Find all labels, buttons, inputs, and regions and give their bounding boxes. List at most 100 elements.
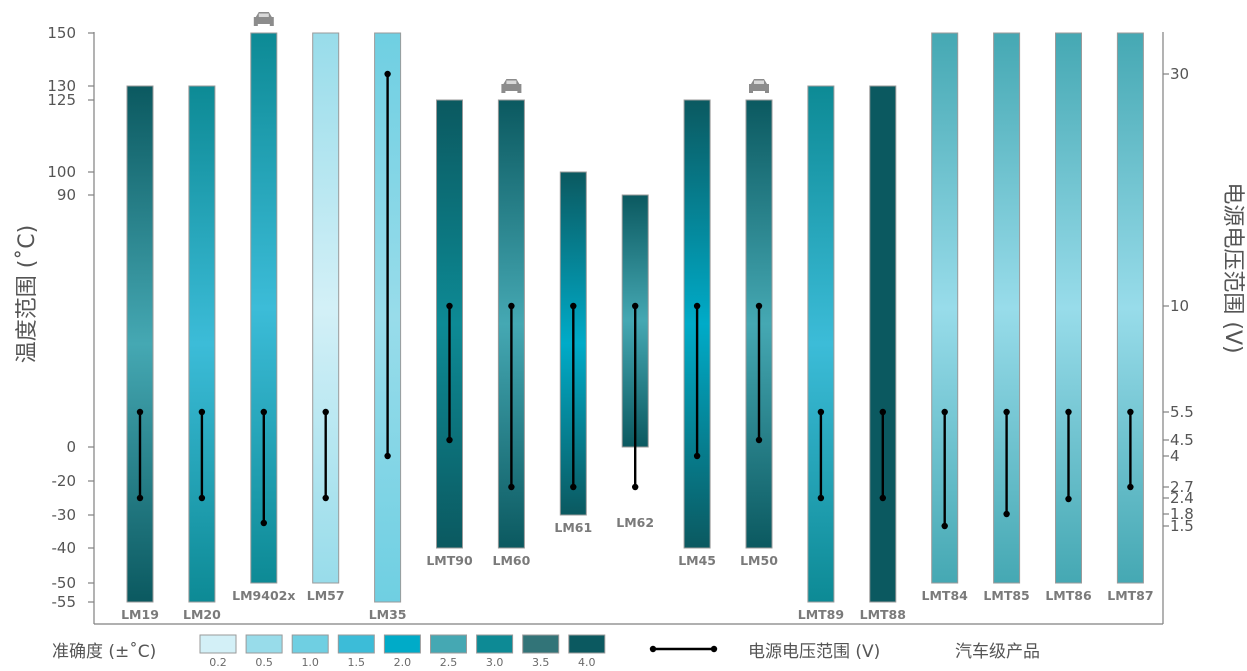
bar-label: LM35 xyxy=(369,607,407,622)
voltage-dot xyxy=(260,519,267,527)
legend-swatch xyxy=(337,634,375,654)
right-tick-label: 4.5 xyxy=(1170,431,1194,449)
voltage-dot xyxy=(136,494,144,502)
car-icon xyxy=(749,79,769,93)
voltage-dot xyxy=(260,408,267,416)
voltage-dot xyxy=(879,408,886,416)
bar-label: LM60 xyxy=(492,553,530,568)
car-wheel xyxy=(749,91,753,93)
legend-voltage-dot xyxy=(710,645,718,653)
bar-label: LM57 xyxy=(307,588,345,603)
bar-label: LMT89 xyxy=(798,607,844,622)
voltage-dot xyxy=(322,408,329,416)
voltage-dot xyxy=(817,494,825,502)
legend-swatch-label: 3.5 xyxy=(532,656,550,669)
left-tick-label: 150 xyxy=(47,24,76,42)
voltage-dot xyxy=(446,302,453,310)
legend-swatch xyxy=(199,634,237,654)
car-wheel xyxy=(269,24,274,26)
legend-swatch xyxy=(476,634,514,654)
legend: 准确度 (±˚C) 0.2 0.5 1.0 1.5 2.0 2.5 3.0 3.5 4.0 电源电压… xyxy=(52,634,1040,669)
voltage-dot xyxy=(198,408,206,416)
voltage-dot xyxy=(508,302,515,310)
legend-auto-label: 汽车级产品 xyxy=(955,642,1040,662)
voltage-dot xyxy=(322,494,329,502)
car-wheel xyxy=(765,91,769,93)
voltage-dot xyxy=(1003,408,1010,416)
bar-lmt87 xyxy=(1116,32,1144,584)
car-window xyxy=(258,13,269,17)
voltage-dot xyxy=(1065,408,1072,416)
voltage-dot xyxy=(1003,510,1010,518)
legend-swatch xyxy=(430,634,467,654)
bar-label: LM62 xyxy=(616,515,654,530)
right-tick-label: 5.5 xyxy=(1170,403,1194,421)
legend-voltage-label: 电源电压范围 (V) xyxy=(748,642,880,662)
voltage-dot xyxy=(136,408,144,416)
left-tick-label: 130 xyxy=(47,77,76,95)
left-axis-label: 温度范围 (˚C) xyxy=(15,225,40,364)
right-tick-label: 10 xyxy=(1170,297,1189,315)
voltage-dot xyxy=(693,452,701,460)
car-wheel xyxy=(501,91,506,93)
voltage-dot xyxy=(570,302,577,310)
bar-label: LMT88 xyxy=(860,607,906,622)
voltage-dot xyxy=(384,452,391,460)
voltage-dot xyxy=(632,302,639,310)
legend-swatch-label: 0.2 xyxy=(209,656,227,669)
voltage-dot xyxy=(879,494,886,502)
bar-label: LMT86 xyxy=(1045,588,1092,603)
left-tick-label: 100 xyxy=(47,163,76,181)
legend-swatch-label: 0.5 xyxy=(255,656,273,669)
bar-lm57 xyxy=(312,32,340,584)
car-icon xyxy=(253,12,274,26)
left-tick-label: -20 xyxy=(52,472,77,490)
bar-label: LMT85 xyxy=(983,588,1029,603)
legend-swatch xyxy=(245,634,283,654)
voltage-dot xyxy=(198,494,206,502)
voltage-dot xyxy=(941,408,948,416)
bar-label: LM20 xyxy=(183,607,221,622)
legend-swatch-label: 1.0 xyxy=(301,656,319,669)
bar-label: LMT87 xyxy=(1107,588,1153,603)
legend-swatch xyxy=(291,634,329,654)
right-tick-label: 2.4 xyxy=(1170,489,1194,507)
legend-swatch xyxy=(568,634,606,654)
left-tick-label: -30 xyxy=(52,506,77,524)
left-tick-label: -55 xyxy=(52,593,77,611)
left-tick-label: -50 xyxy=(52,574,77,592)
legend-swatch xyxy=(522,634,560,654)
bar-label: LMT84 xyxy=(922,588,969,603)
sensor-bars: LM19 LM20 LM9402x LM57 LM35 LMT90 LM60 LM61 LM62… xyxy=(121,12,1154,622)
voltage-dot xyxy=(570,483,577,491)
left-tick-label: -40 xyxy=(52,539,77,557)
left-tick-label: 90 xyxy=(57,186,76,204)
voltage-dot xyxy=(941,522,948,530)
legend-swatch xyxy=(383,634,421,654)
left-tick-label: 125 xyxy=(47,91,76,109)
voltage-dot xyxy=(1127,408,1134,416)
legend-swatch-label: 1.5 xyxy=(348,656,366,669)
right-tick-label: 1.5 xyxy=(1170,517,1194,535)
car-window xyxy=(506,80,517,84)
bar-lm20 xyxy=(188,85,216,603)
voltage-dot xyxy=(817,408,825,416)
legend-swatch-label: 3.0 xyxy=(486,656,504,669)
voltage-dot xyxy=(755,436,763,444)
voltage-dot xyxy=(693,302,701,310)
voltage-dot xyxy=(508,483,515,491)
right-axis-label: 电源电压范围 (V) xyxy=(1220,182,1245,353)
left-tick-label: 0 xyxy=(66,438,76,456)
car-window xyxy=(754,80,764,84)
bar-lmt88 xyxy=(869,85,897,603)
voltage-dot xyxy=(632,483,639,491)
bar-label: LM19 xyxy=(121,607,159,622)
legend-swatch-label: 2.5 xyxy=(440,656,458,669)
car-icon xyxy=(501,79,522,93)
right-tick-label: 4 xyxy=(1170,447,1180,465)
bar-label: LM61 xyxy=(554,520,592,535)
bar-label: LMT90 xyxy=(426,553,473,568)
bar-label: LM50 xyxy=(740,553,778,568)
